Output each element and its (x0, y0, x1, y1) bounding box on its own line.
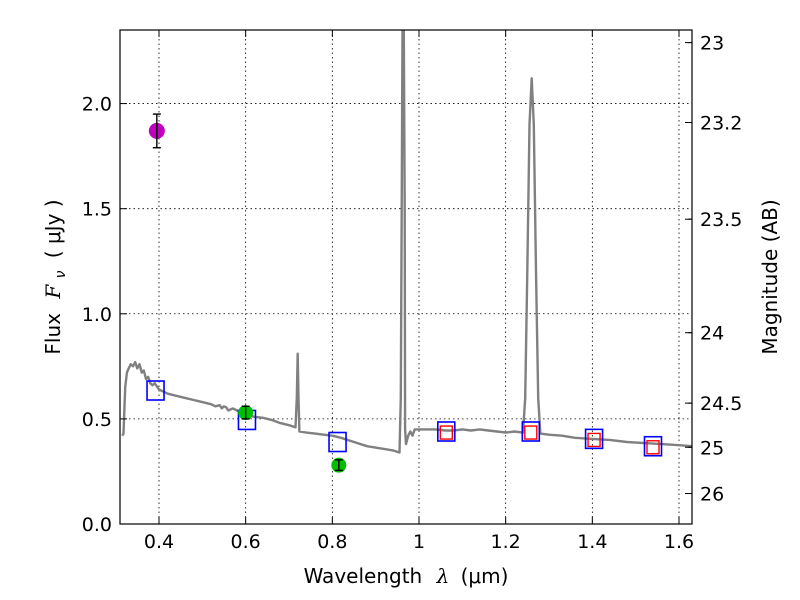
red-square-point (439, 425, 453, 440)
x-tick-label: 0.6 (231, 531, 261, 553)
y-tick-label: 0.5 (82, 409, 112, 431)
red-square-point (524, 425, 538, 440)
blue-square-point (146, 380, 165, 401)
blue-square-point (584, 428, 604, 450)
y2-tick-label: 24 (700, 323, 724, 345)
x-tick-label: 1.6 (664, 531, 694, 553)
blue-square-point (328, 431, 347, 453)
y-axis-label: Flux F ν ( μJy ) (41, 199, 70, 354)
y-axis-label-unit: ( μJy ) (41, 199, 65, 258)
y2-tick-label: 24.5 (700, 393, 742, 415)
y-axis-label-symbol: F (41, 284, 65, 300)
x-axis-label-symbol: λ (436, 564, 450, 588)
x-axis-label: Wavelength λ (μm) (304, 564, 509, 588)
red-square-point (646, 440, 660, 455)
model-sed-line (121, 30, 692, 454)
y2-tick-label: 23.5 (700, 209, 742, 231)
blue-square-point (436, 421, 456, 442)
y-tick-label: 1.5 (82, 199, 112, 221)
y2-tick-label: 23 (700, 33, 724, 55)
x-tick-label: 1 (413, 531, 425, 553)
ticks: 0.4 0.6 0.8 1 1.2 1.4 1.6 0.0 0.5 1.0 1.5 2.0 23 23.2… (82, 30, 742, 553)
plot-frame (119, 29, 693, 525)
x-tick-label: 1.2 (491, 531, 521, 553)
y-tick-label: 2.0 (82, 94, 112, 116)
y2-tick-label: 23.2 (700, 112, 742, 134)
x-tick-label: 0.4 (144, 531, 174, 553)
y2-tick-label: 25 (700, 437, 724, 459)
x-axis-label-unit: (μm) (461, 564, 509, 588)
x-tick-label: 0.8 (317, 531, 347, 553)
y-tick-label: 1.0 (82, 304, 112, 326)
y-axis-label-subscript: ν (53, 270, 69, 278)
plot-area (121, 30, 692, 473)
blue-square-point (643, 435, 663, 457)
y-tick-label: 0.0 (82, 514, 112, 536)
x-tick-label: 1.4 (577, 531, 607, 553)
y2-axis-label: Magnitude (AB) (758, 199, 782, 354)
red-square-point (587, 432, 601, 448)
y2-tick-label: 26 (700, 484, 724, 506)
blue-square-point (521, 421, 541, 442)
x-axis-label-text: Wavelength (304, 564, 423, 588)
y-axis-label-text: Flux (41, 313, 65, 355)
